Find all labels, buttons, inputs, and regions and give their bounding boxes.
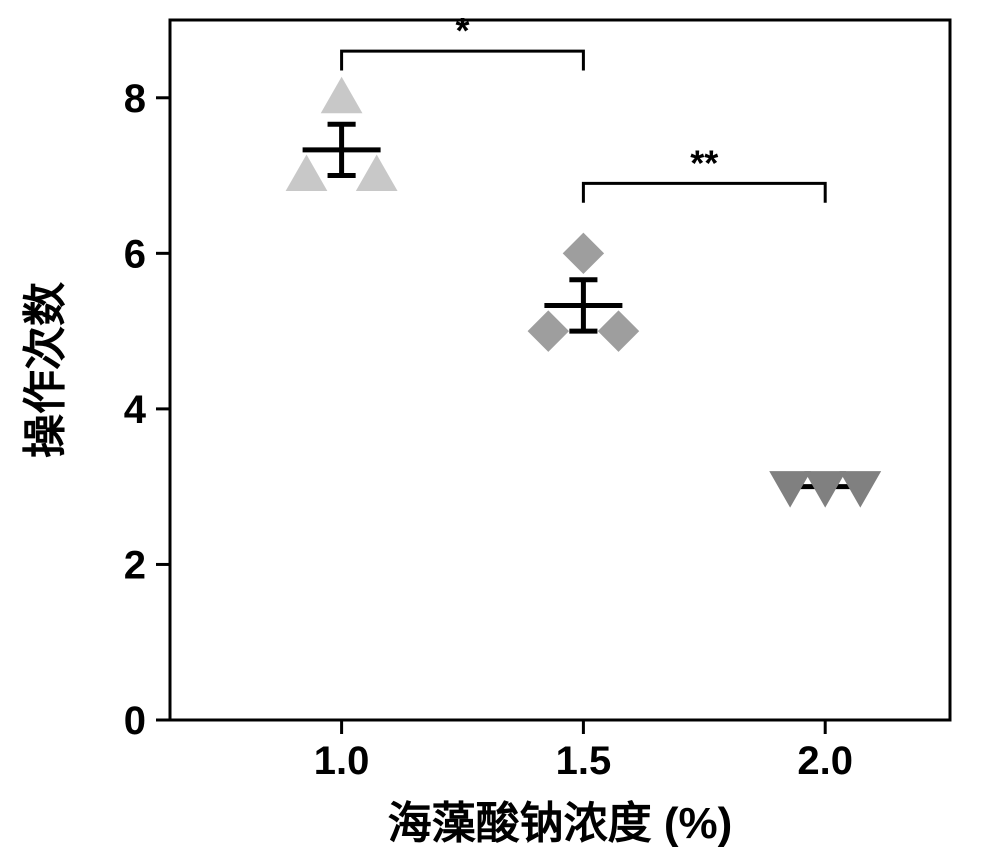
y-axis-label: 操作次数 [21,282,70,458]
chart-bg [0,0,1000,858]
x-axis-label: 海藻酸钠浓度 (%) [388,799,733,848]
x-tick-label: 1.5 [556,739,612,783]
y-tick-label: 2 [124,543,146,587]
y-tick-label: 4 [124,388,147,432]
y-tick-label: 8 [124,77,146,121]
scatter-chart: 024681.01.52.0操作次数海藻酸钠浓度 (%)*** [0,0,1000,858]
significance-label: ** [690,142,718,183]
y-tick-label: 0 [124,699,146,743]
x-tick-label: 2.0 [797,739,853,783]
x-tick-label: 1.0 [314,739,370,783]
chart-container: 024681.01.52.0操作次数海藻酸钠浓度 (%)*** [0,0,1000,858]
y-tick-label: 6 [124,232,146,276]
group-2 [770,472,880,507]
significance-label: * [455,10,469,51]
